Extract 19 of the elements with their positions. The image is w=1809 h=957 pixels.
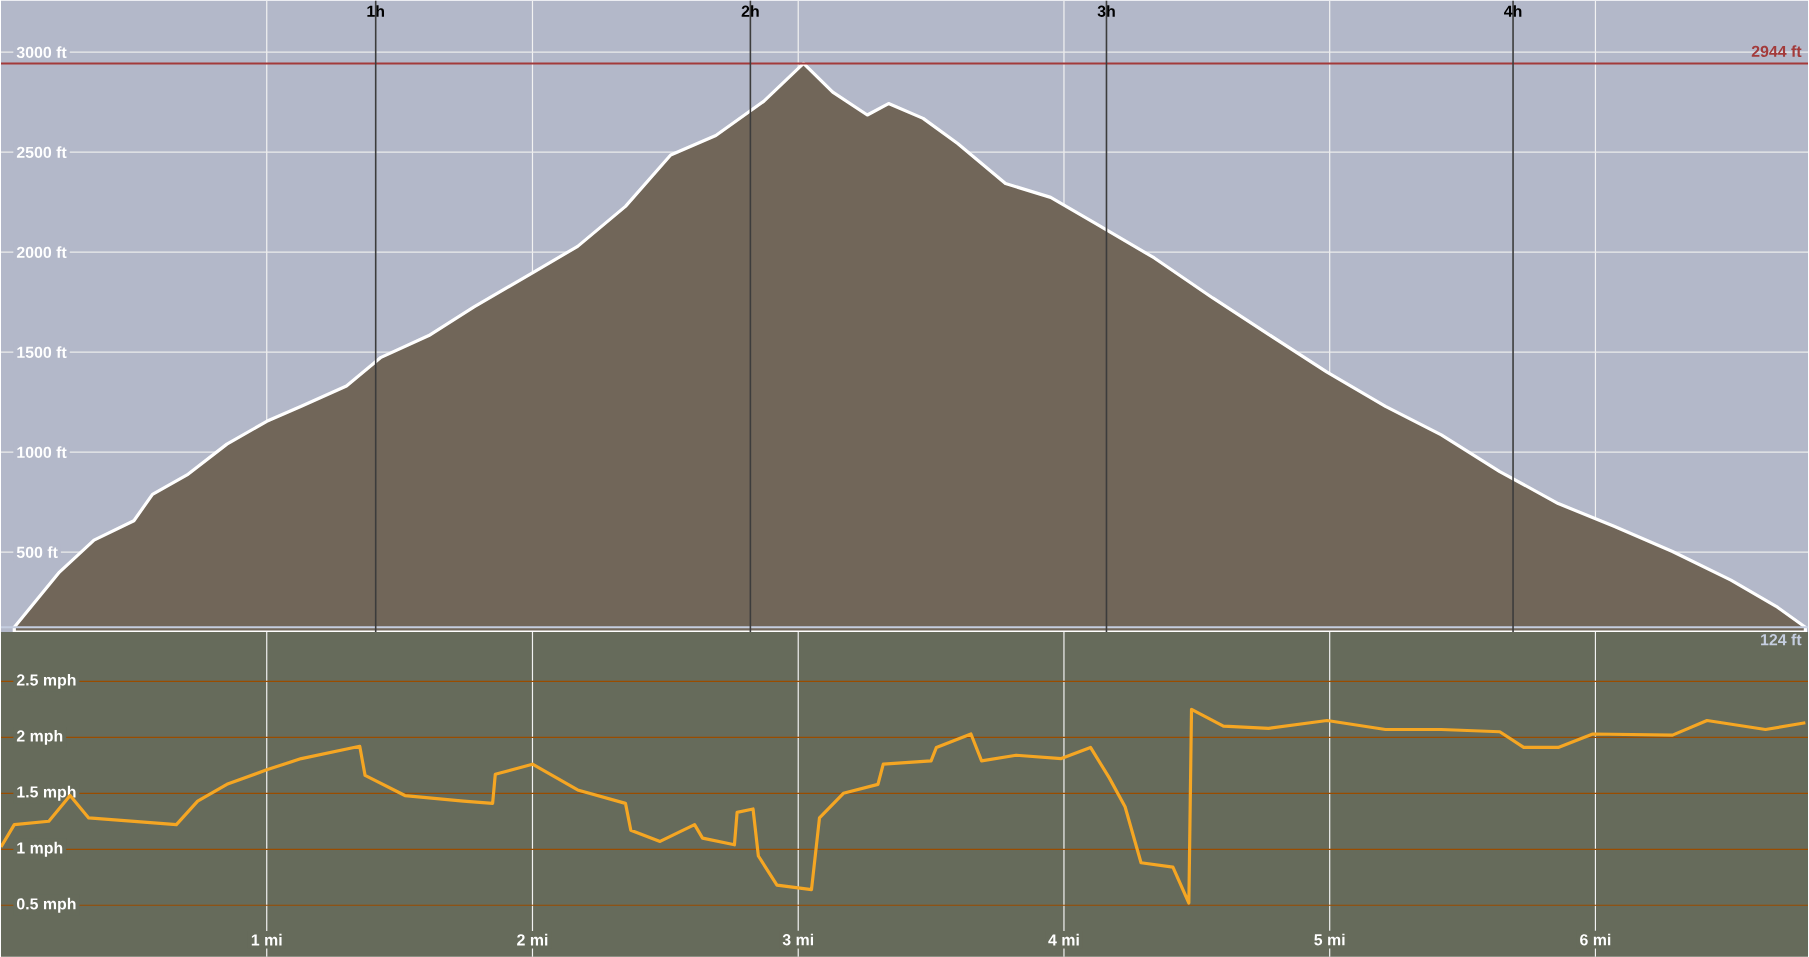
y-tick-label: 0.5 mph — [16, 897, 76, 913]
x-tick-label: 1 mi — [251, 933, 282, 946]
y-tick-label: 1 mph — [17, 841, 63, 857]
y-tick-label: 2000 ft — [16, 246, 67, 258]
y-tick-label: 3000 ft — [16, 46, 67, 58]
ref-line-label: 124 ft — [1761, 633, 1802, 646]
x-tick-label: 5 mi — [1314, 933, 1345, 946]
y-tick-label: 1000 ft — [17, 446, 67, 458]
x-tick-label: 4 mi — [1048, 933, 1079, 946]
x-tick-label: 3 mi — [782, 933, 814, 946]
y-tick-label: 1500 ft — [17, 346, 67, 358]
y-tick-label: 2500 ft — [16, 146, 67, 158]
x-tick-label: 6 mi — [1580, 933, 1611, 946]
y-tick-label: 2.5 mph — [16, 673, 76, 689]
y-tick-label: 1.5 mph — [17, 785, 76, 801]
ref-line-label: 2944 ft — [1751, 45, 1802, 57]
y-tick-label: 2 mph — [16, 729, 63, 745]
x-tick-label: 2 mi — [517, 933, 548, 946]
y-tick-label: 500 ft — [16, 546, 58, 558]
